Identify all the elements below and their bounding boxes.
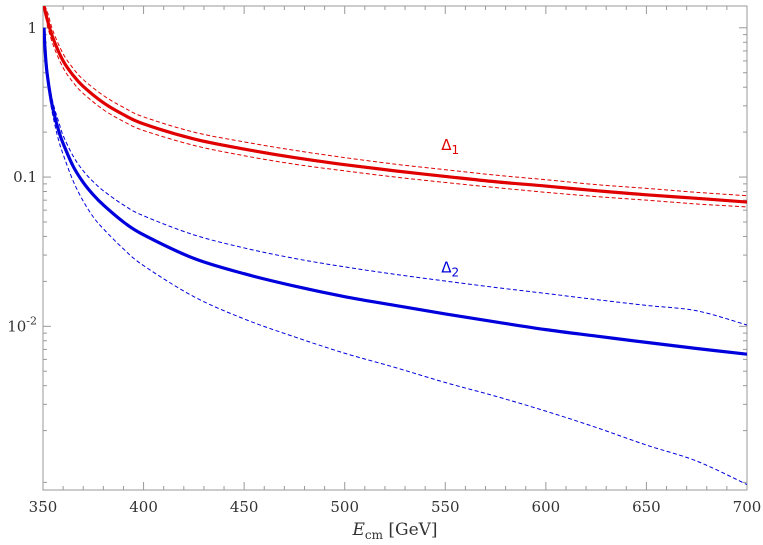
x-tick-label: 550 [431,498,460,516]
series-delta2_lower [43,27,747,486]
series-delta1_upper [43,6,747,197]
series-delta2_upper [43,27,747,326]
series-delta2 [43,27,747,356]
x-tick-label: 450 [230,498,259,516]
x-tick-label: 650 [632,498,661,516]
curve-labels: Δ1 Δ2 [441,136,459,279]
tick-labels: 350 400 450 500 550 600 650 700 1 0.1 10-2 [7,19,761,516]
label-delta1: Δ1 [441,136,459,157]
curves [43,6,747,486]
y-tick-label: 0.1 [13,168,37,186]
x-tick-label: 500 [330,498,359,516]
plot-frame [42,5,748,491]
series-delta1_lower [46,24,747,208]
x-tick-label: 600 [532,498,561,516]
x-tick-label: 700 [733,498,762,516]
x-tick-label: 350 [29,498,58,516]
x-axis-title: Ecm [GeV] [351,520,437,542]
x-tick-label: 400 [129,498,158,516]
axis-ticks [42,6,748,491]
y-tick-label: 10-2 [7,314,37,335]
series-delta1 [43,6,747,204]
label-delta2: Δ2 [441,258,459,279]
y-tick-label: 1 [27,19,37,37]
